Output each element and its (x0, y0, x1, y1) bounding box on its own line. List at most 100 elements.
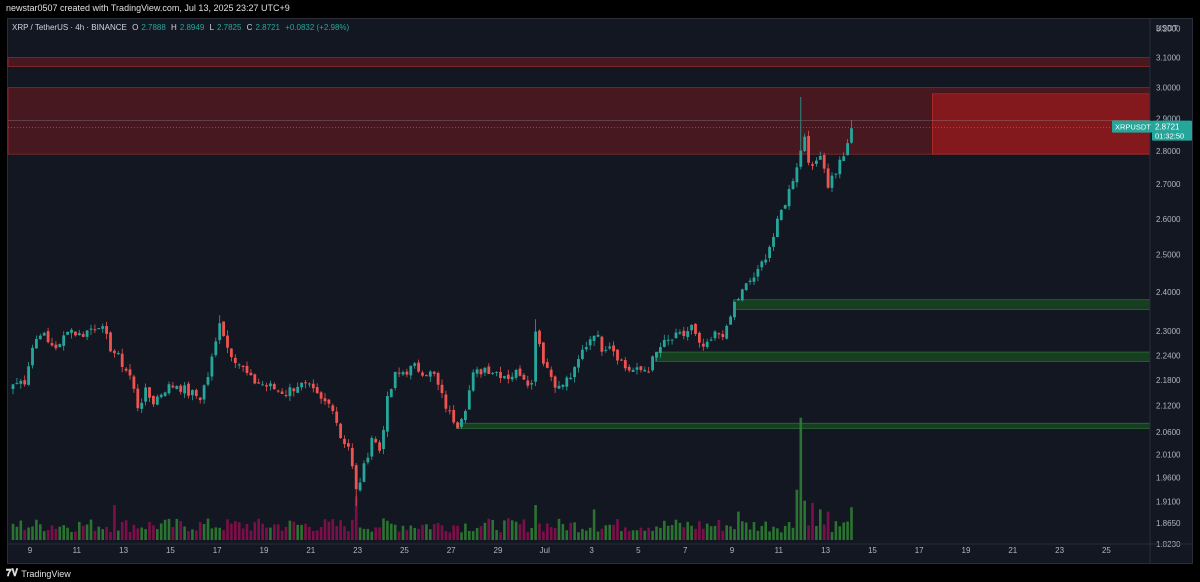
low-label: L (209, 23, 214, 32)
volume-bar (175, 518, 179, 540)
candle-body (401, 372, 405, 375)
price-tick-label: 2.1200 (1156, 402, 1181, 411)
candle-body (397, 372, 401, 374)
volume-bar (846, 521, 849, 540)
candle-body (327, 399, 331, 404)
volume-bar (288, 520, 292, 540)
candle-body (116, 353, 120, 355)
candle-body (101, 326, 105, 329)
volume-bar (756, 530, 760, 540)
volume-bar (631, 530, 635, 540)
volume-bar (475, 528, 479, 540)
candle-body (705, 341, 709, 348)
volume-bar (74, 531, 77, 540)
volume-bar (499, 532, 502, 540)
volume-bar (241, 528, 245, 540)
candle-body (93, 329, 97, 331)
change-value: +0.0832 (+2.98%) (285, 23, 350, 32)
candle-body (604, 349, 608, 351)
candle-body (354, 465, 358, 490)
candle-body (787, 189, 791, 207)
candle-body (733, 301, 736, 318)
time-tick-label: 27 (447, 546, 456, 555)
candle-body (596, 334, 600, 337)
tradingview-footer[interactable]: 𝟕𝐕 TradingView (6, 568, 71, 579)
volume-bar (378, 527, 381, 540)
volume-bar (140, 527, 143, 540)
volume-bar (592, 509, 596, 540)
candle-body (23, 380, 27, 385)
candle-body (592, 335, 596, 342)
volume-bar (608, 524, 611, 540)
last-price-tag (1152, 120, 1192, 141)
candle-body (222, 321, 225, 337)
price-tick-label: 2.5000 (1156, 251, 1181, 260)
candle-body (530, 383, 534, 385)
volume-bar (733, 529, 736, 540)
candle-body (230, 348, 233, 358)
candle-body (499, 371, 502, 378)
candle-body (70, 329, 73, 333)
time-tick-label: 17 (213, 546, 222, 555)
ticker-text: XRPUSDT (1115, 123, 1151, 132)
candle-body (50, 343, 54, 346)
volume-bar (237, 522, 241, 540)
volume-bar (276, 524, 280, 540)
candle-body (280, 391, 284, 395)
volume-bar (315, 530, 319, 540)
volume-bar (639, 527, 643, 540)
tradingview-logo-icon: 𝟕𝐕 (6, 568, 19, 579)
volume-bar (764, 521, 767, 540)
volume-bar (850, 507, 853, 540)
volume-bar (815, 526, 818, 540)
volume-bar (101, 529, 104, 540)
candle-body (257, 382, 261, 384)
volume-bar (354, 496, 358, 540)
volume-bar (464, 523, 467, 540)
candle-body (409, 365, 413, 376)
candle-body (214, 341, 218, 356)
candle-body (335, 411, 339, 423)
volume-bar (440, 525, 444, 540)
candle-body (713, 331, 717, 339)
candle-body (479, 369, 483, 375)
candle-body (362, 463, 366, 482)
candle-body (253, 374, 257, 384)
currency-label: USDT (1156, 24, 1178, 33)
candle-body (140, 402, 144, 409)
candle-body (561, 384, 565, 387)
candle-body (323, 398, 327, 402)
candle-body (483, 367, 487, 373)
price-tick-label: 2.1800 (1156, 376, 1181, 385)
candle-body (428, 371, 432, 377)
high-value: 2.8949 (179, 23, 205, 32)
volume-bar (448, 532, 452, 540)
volume-bar (15, 526, 19, 540)
volume-bar (179, 520, 182, 540)
volume-bar (42, 531, 46, 540)
time-tick-label: 11 (73, 546, 82, 555)
volume-bar (686, 521, 689, 540)
ticker-tag (1112, 120, 1152, 133)
volume-bar (230, 523, 233, 540)
candle-body (432, 371, 436, 374)
volume-bar (144, 529, 147, 540)
volume-bar (596, 531, 600, 540)
candle-body (510, 376, 514, 380)
symbol-name[interactable]: XRP / TetherUS · 4h · BINANCE (12, 23, 127, 32)
candle-body (686, 331, 690, 337)
volume-bar (651, 530, 654, 540)
volume-bar (253, 522, 257, 540)
volume-bar (721, 530, 725, 540)
volume-bar (694, 528, 697, 540)
volume-bar (343, 526, 346, 540)
close-label: C (246, 23, 253, 32)
volume-bar (156, 529, 159, 540)
candle-body (27, 366, 30, 385)
candle-body (799, 150, 803, 167)
candle-body (815, 160, 818, 164)
candle-body (534, 331, 537, 382)
volume-bar (78, 521, 81, 540)
candle-body (183, 385, 186, 394)
